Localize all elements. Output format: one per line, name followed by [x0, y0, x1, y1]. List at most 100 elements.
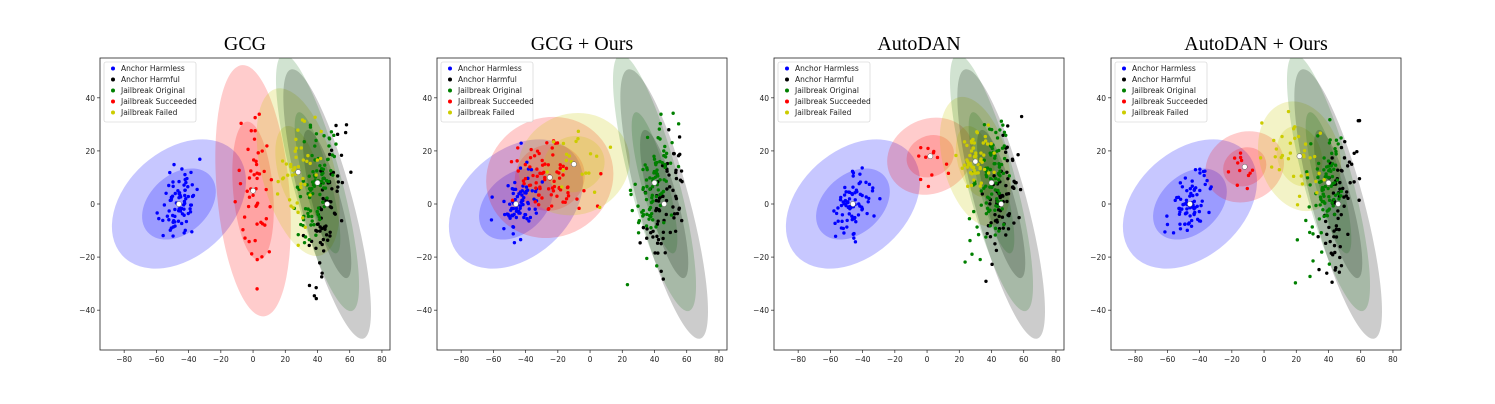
original-point — [647, 217, 651, 221]
failed-point — [295, 201, 299, 205]
succeeded-point — [233, 200, 237, 204]
original-point — [644, 178, 649, 182]
succeeded-point — [1238, 155, 1243, 160]
harmful-point — [343, 130, 348, 135]
y-tick-label: −40 — [416, 306, 432, 315]
failed-point — [308, 161, 312, 166]
failed-point — [306, 153, 310, 158]
harmful-point — [1328, 239, 1332, 244]
x-tick-label: −40 — [855, 355, 871, 364]
harmful-point — [657, 209, 662, 213]
original-point — [1319, 230, 1323, 235]
failed-point — [954, 153, 958, 158]
original-point — [976, 232, 981, 237]
original-point — [1329, 169, 1333, 173]
harmful-point — [331, 170, 336, 175]
harmless-point — [182, 183, 186, 187]
succeeded-point — [924, 155, 928, 159]
original-point — [993, 226, 998, 231]
harmful-point — [1005, 158, 1010, 163]
failed-point — [280, 159, 285, 163]
legend-entry: Anchor Harmless — [795, 64, 859, 73]
failed-point — [972, 154, 977, 159]
harmful-point — [1336, 209, 1340, 213]
legend-marker — [1122, 88, 1126, 93]
original-point — [314, 233, 318, 237]
original-point — [988, 224, 993, 228]
original-point — [963, 260, 967, 264]
original-point — [972, 209, 976, 214]
harmless-point — [510, 187, 515, 191]
harmless-point — [188, 207, 192, 211]
original-point — [968, 238, 972, 243]
original-point — [1327, 262, 1332, 266]
original-point — [663, 162, 667, 167]
failed-point — [1260, 121, 1264, 125]
legend-marker — [448, 99, 452, 104]
failed-point — [1286, 157, 1291, 161]
harmless-point — [854, 188, 859, 192]
harmless-point — [870, 189, 875, 193]
original-point — [318, 192, 322, 197]
harmful-point — [677, 206, 682, 210]
original-point — [658, 178, 662, 182]
harmful-point — [672, 216, 676, 220]
failed-point — [560, 185, 564, 189]
harmful-point — [673, 229, 678, 233]
harmful-point — [1344, 190, 1349, 194]
original-point — [307, 237, 311, 242]
failed-point — [982, 167, 987, 172]
harmless-point — [168, 170, 172, 175]
harmless-point — [180, 167, 184, 171]
original-point — [654, 162, 658, 167]
harmless-point — [511, 232, 515, 236]
harmful-point — [328, 205, 332, 209]
harmless-point — [161, 233, 165, 238]
failed-point — [315, 158, 320, 162]
succeeded-point — [245, 189, 249, 193]
failed-point — [587, 171, 591, 175]
harmless-point — [839, 203, 844, 208]
original-point — [317, 214, 321, 219]
harmful-point — [330, 187, 334, 191]
original-point — [676, 164, 681, 169]
failed-point — [1258, 156, 1263, 160]
harmless-point — [1185, 188, 1189, 193]
legend-entry: Anchor Harmful — [121, 75, 180, 84]
harmful-point — [340, 180, 345, 185]
succeeded-point — [536, 203, 541, 207]
harmless-point — [527, 207, 531, 211]
original-point — [659, 112, 663, 116]
original-point — [324, 178, 329, 183]
failed-point — [969, 149, 974, 153]
harmless-point — [502, 212, 507, 217]
harmful-point — [1001, 133, 1005, 137]
harmless-point — [530, 189, 534, 193]
harmful-point — [1330, 280, 1334, 284]
x-tick-label: −60 — [1159, 355, 1175, 364]
succeeded-point — [253, 129, 257, 133]
succeeded-point — [561, 164, 565, 169]
harmless-point — [839, 195, 843, 200]
harmless-point — [1184, 211, 1188, 215]
succeeded-point — [535, 167, 539, 171]
succeeded-point — [935, 155, 940, 160]
original-point — [647, 213, 652, 218]
succeeded-point — [528, 165, 532, 169]
succeeded-point — [535, 149, 540, 153]
harmful-point — [325, 238, 330, 242]
harmless-point — [177, 179, 181, 184]
original-point — [645, 256, 649, 261]
y-tick-label: −20 — [753, 253, 769, 262]
original-point — [649, 200, 654, 205]
succeeded-point — [558, 166, 562, 171]
succeeded-point — [566, 190, 570, 195]
original-point — [318, 163, 322, 168]
failed-point — [289, 165, 293, 169]
failed-point — [286, 173, 290, 177]
failed-point — [978, 165, 982, 170]
failed-point — [970, 165, 975, 170]
y-tick-label: 20 — [1096, 147, 1106, 156]
original-point — [1334, 138, 1339, 142]
original-point — [997, 178, 1001, 182]
